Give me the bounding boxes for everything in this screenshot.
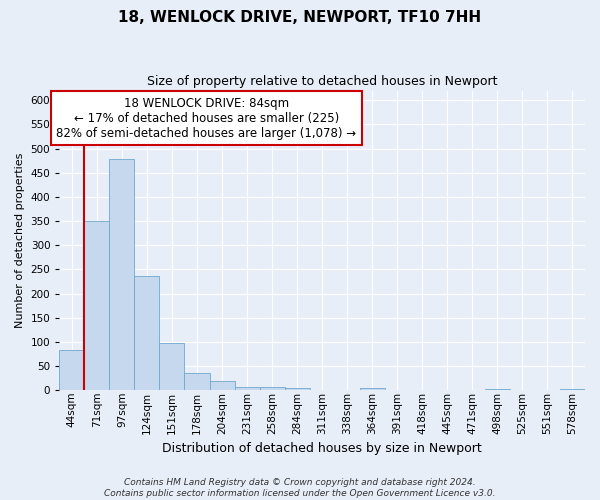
Text: 18, WENLOCK DRIVE, NEWPORT, TF10 7HH: 18, WENLOCK DRIVE, NEWPORT, TF10 7HH: [118, 10, 482, 25]
Bar: [59, 350, 85, 390]
Bar: [184, 373, 209, 390]
Bar: [109, 159, 134, 390]
Bar: [360, 388, 385, 390]
Y-axis label: Number of detached properties: Number of detached properties: [15, 152, 25, 328]
Text: Contains HM Land Registry data © Crown copyright and database right 2024.
Contai: Contains HM Land Registry data © Crown c…: [104, 478, 496, 498]
Bar: [134, 276, 160, 390]
Title: Size of property relative to detached houses in Newport: Size of property relative to detached ho…: [147, 75, 497, 88]
Bar: [235, 387, 260, 390]
Bar: [260, 387, 284, 390]
X-axis label: Distribution of detached houses by size in Newport: Distribution of detached houses by size …: [162, 442, 482, 455]
Text: 18 WENLOCK DRIVE: 84sqm
← 17% of detached houses are smaller (225)
82% of semi-d: 18 WENLOCK DRIVE: 84sqm ← 17% of detache…: [56, 96, 356, 140]
Bar: [284, 388, 310, 390]
Bar: [85, 221, 109, 390]
Bar: [160, 344, 184, 390]
Bar: [209, 382, 235, 390]
Bar: [560, 388, 585, 390]
Bar: [485, 388, 510, 390]
